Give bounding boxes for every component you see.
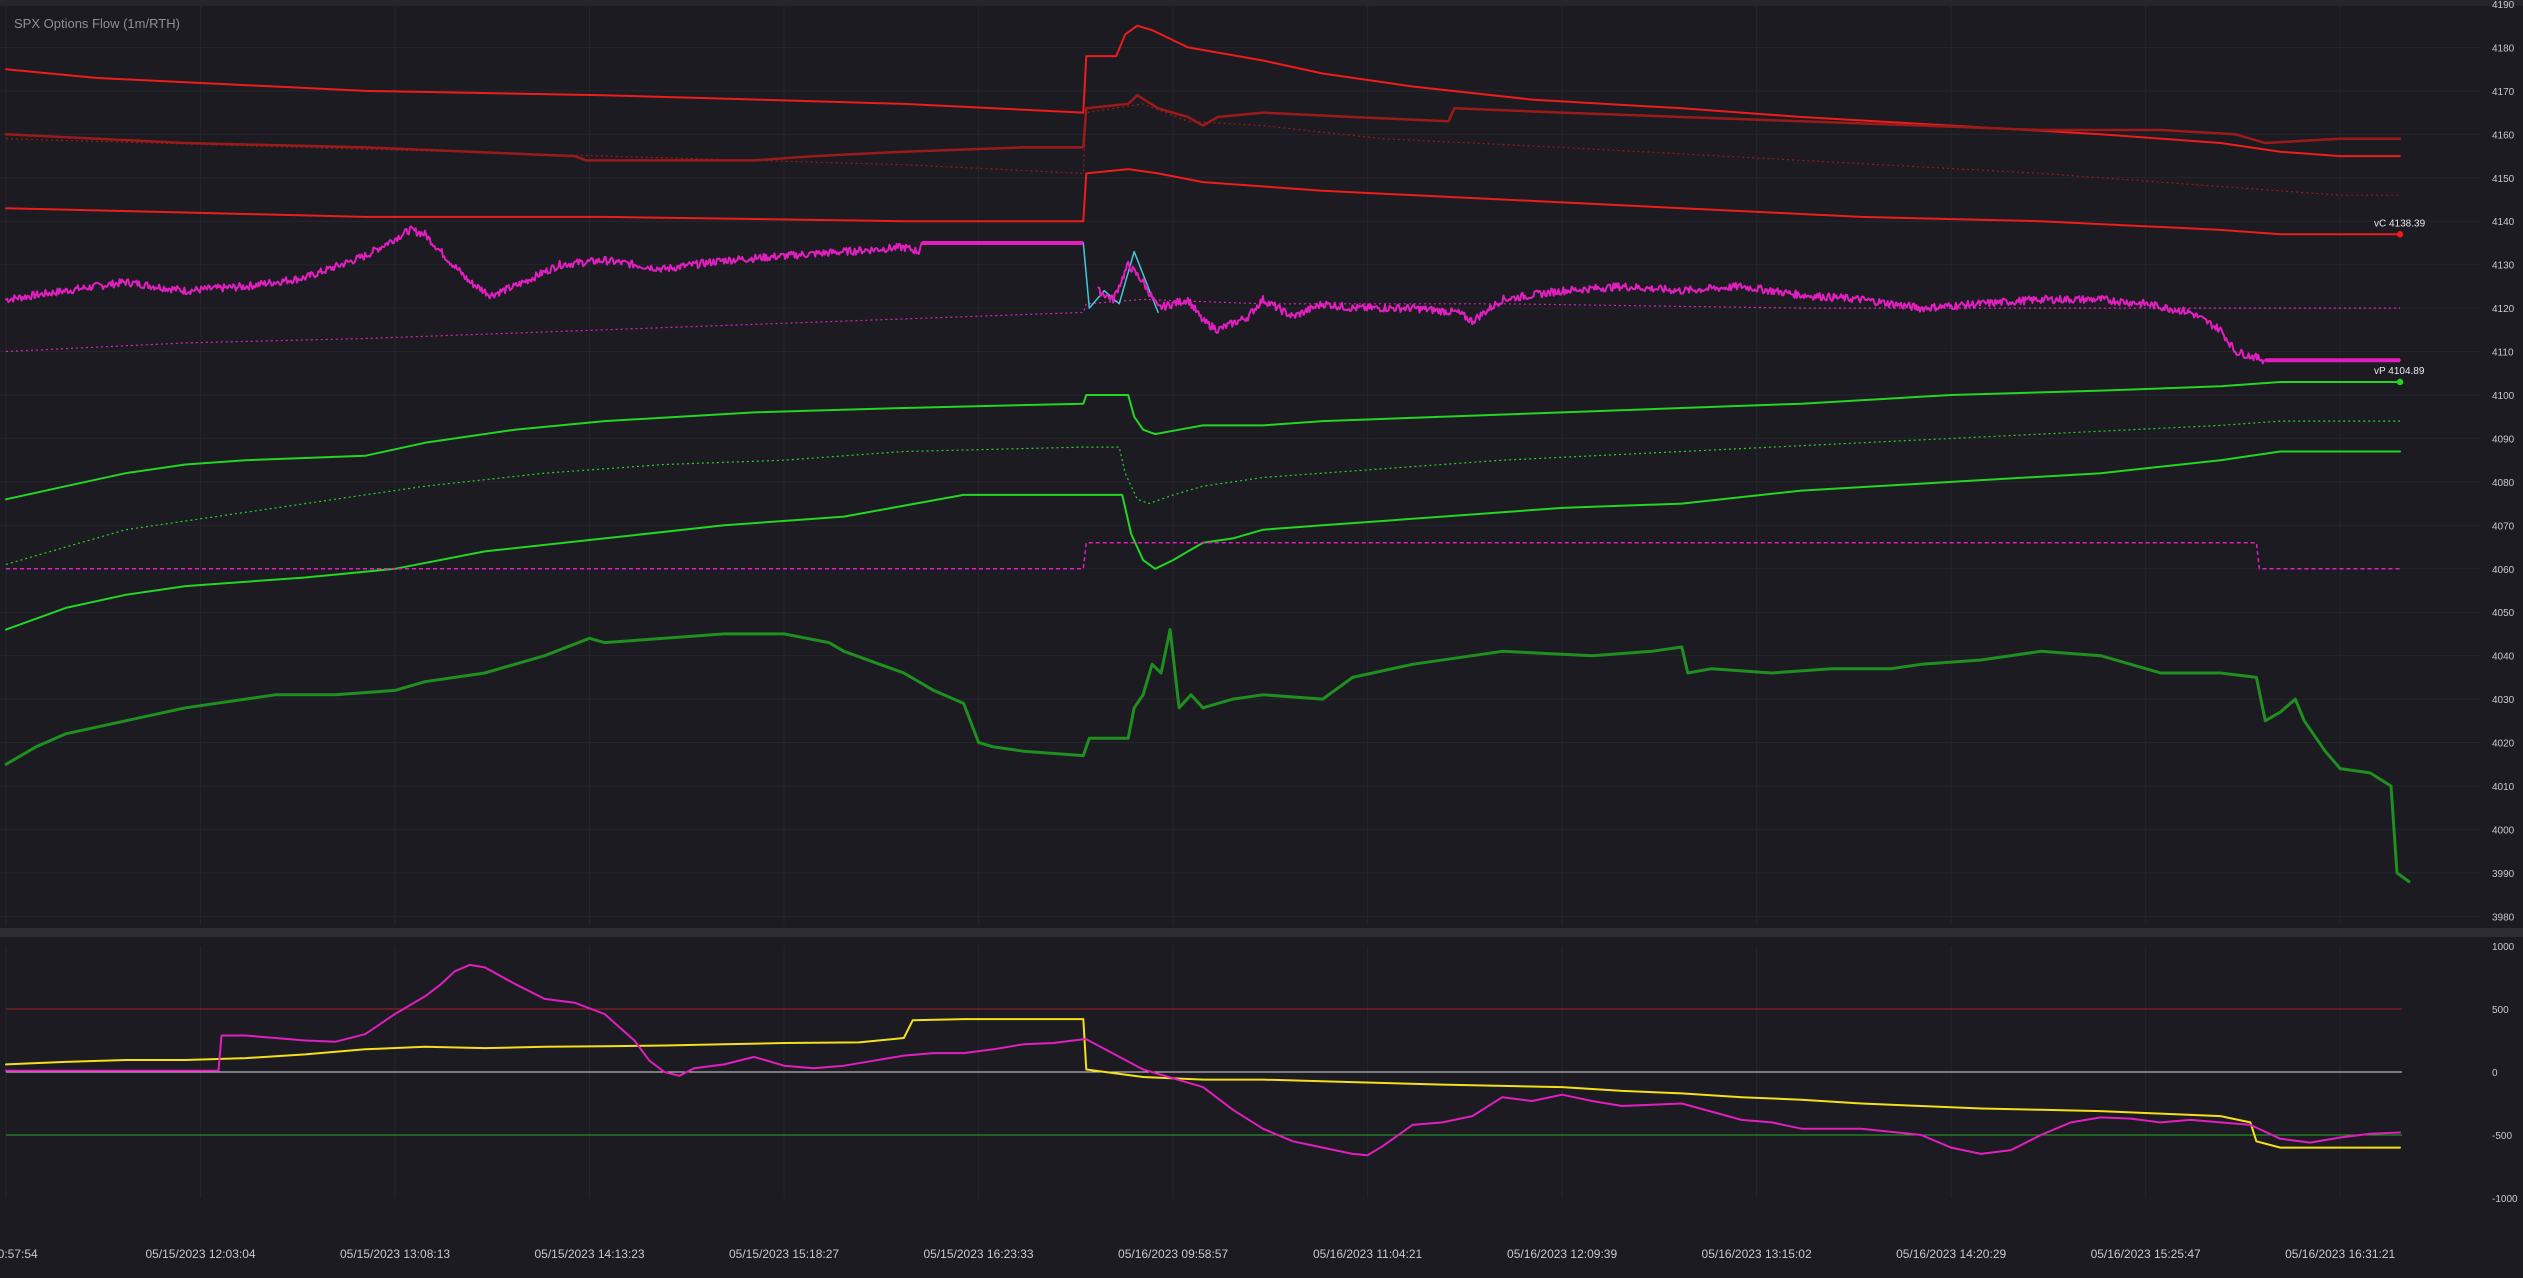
price-y-tick-label: 4030 — [2492, 695, 2515, 706]
price-y-tick-label: 4040 — [2492, 652, 2515, 663]
price-series-line-1 — [4, 93, 2402, 162]
price-y-tick-label: 3980 — [2492, 912, 2515, 923]
end-marker — [2396, 231, 2404, 238]
price-series-line-11 — [6, 541, 2400, 570]
price-series-line-6 — [1082, 242, 1159, 314]
price-y-tick-label: 4080 — [2492, 478, 2515, 489]
price-y-tick-label: 4120 — [2492, 304, 2515, 315]
x-tick-label: 05/15/2023 12:03:04 — [145, 1247, 255, 1261]
price-series-line-9 — [5, 420, 2400, 565]
price-y-tick-label: 4060 — [2492, 565, 2515, 576]
x-tick-label: 05/16/2023 12:09:39 — [1507, 1247, 1617, 1261]
price-series-line-10 — [5, 450, 2401, 631]
osc-y-tick-label: 0 — [2492, 1068, 2498, 1079]
price-y-tick-label: 4130 — [2492, 261, 2515, 272]
x-tick-label: 05/15/2023 13:08:13 — [340, 1247, 450, 1261]
x-tick-label: 05/16/2023 11:04:21 — [1313, 1247, 1423, 1261]
price-y-tick-label: 4190 — [2492, 0, 2515, 11]
price-y-tick-label: 4150 — [2492, 174, 2515, 185]
x-tick-label: 05/15/2023 16:23:33 — [924, 1247, 1034, 1261]
end-marker — [2396, 378, 2404, 386]
price-y-tick-label: 4110 — [2492, 348, 2514, 359]
price-series-line-3 — [5, 168, 2401, 236]
osc-series-line-0 — [5, 1018, 2401, 1149]
osc-y-tick-label: 500 — [2492, 1005, 2509, 1016]
x-tick-label: 05/16/2023 13:15:02 — [1702, 1247, 1812, 1261]
price-y-tick-label: 4170 — [2492, 87, 2515, 98]
price-y-tick-label: 4160 — [2492, 130, 2515, 141]
price-y-tick-label: 4020 — [2492, 739, 2515, 750]
osc-series-line-1 — [5, 963, 2401, 1157]
x-tick-label: 05/16/2023 14:20:29 — [1896, 1247, 2006, 1261]
end-value-label: vP 4104.89 — [2374, 366, 2425, 377]
x-tick-label: 05/15/2023 15:18:27 — [729, 1247, 839, 1261]
price-series-line-0 — [5, 24, 2401, 158]
osc-y-tick-label: -1000 — [2492, 1194, 2518, 1205]
top-edge — [0, 0, 2523, 6]
price-y-tick-label: 4010 — [2492, 782, 2515, 793]
price-series-line-4 — [5, 298, 2400, 353]
x-tick-label: 23 10:57:54 — [0, 1247, 38, 1261]
x-tick-label: 05/15/2023 14:13:23 — [534, 1247, 644, 1261]
x-tick-label: 05/16/2023 16:31:21 — [2285, 1247, 2395, 1261]
price-y-tick-label: 4070 — [2492, 521, 2515, 532]
end-value-label: vC 4138.39 — [2374, 218, 2426, 229]
price-y-tick-label: 4140 — [2492, 217, 2515, 228]
price-series-line-7 — [1097, 260, 2401, 365]
chart-title: SPX Options Flow (1m/RTH) — [14, 16, 180, 31]
osc-y-tick-label: 1000 — [2492, 942, 2515, 953]
price-y-tick-label: 4100 — [2492, 391, 2515, 402]
price-series-line-8 — [5, 381, 2401, 501]
x-tick-label: 05/16/2023 15:25:47 — [2091, 1247, 2201, 1261]
panel-separator — [0, 928, 2523, 937]
price-y-tick-label: 4050 — [2492, 608, 2515, 619]
price-series-line-2 — [5, 103, 2400, 196]
price-series-line-5 — [5, 225, 1085, 304]
price-series-line-12 — [4, 628, 2411, 884]
price-y-tick-label: 4000 — [2492, 825, 2515, 836]
osc-y-tick-label: -500 — [2492, 1131, 2512, 1142]
price-y-tick-label: 3990 — [2492, 869, 2515, 880]
x-tick-label: 05/16/2023 09:58:57 — [1118, 1247, 1228, 1261]
price-y-tick-label: 4180 — [2492, 43, 2515, 54]
price-y-tick-label: 4090 — [2492, 434, 2515, 445]
